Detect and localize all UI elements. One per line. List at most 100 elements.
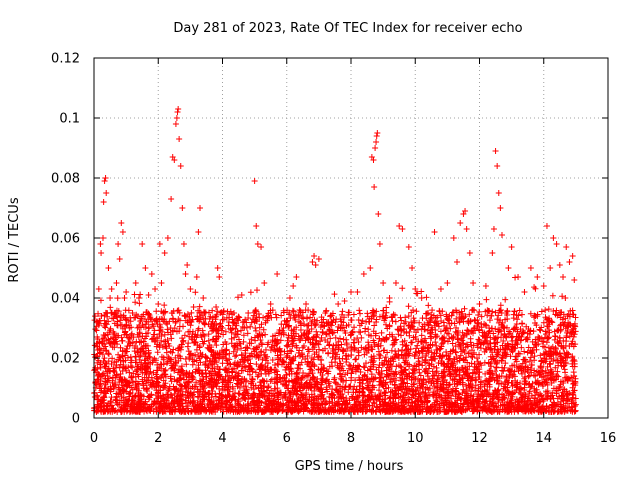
data-point	[326, 342, 333, 349]
data-point	[472, 382, 479, 389]
data-point	[482, 345, 489, 352]
data-point	[572, 407, 579, 414]
data-point	[471, 316, 478, 323]
data-point	[476, 374, 483, 381]
data-point	[360, 377, 367, 384]
data-point	[531, 284, 538, 291]
data-point	[546, 360, 553, 367]
data-point	[123, 381, 130, 388]
data-point	[137, 346, 144, 353]
data-point	[417, 394, 424, 401]
data-point	[260, 351, 267, 358]
data-point	[381, 389, 388, 396]
data-point	[371, 322, 378, 329]
data-point	[559, 293, 566, 300]
data-point	[285, 323, 292, 330]
data-point	[364, 367, 371, 374]
data-point	[456, 355, 463, 362]
data-point	[391, 312, 398, 319]
data-point	[164, 326, 171, 333]
data-point	[107, 325, 114, 332]
data-point	[572, 395, 579, 402]
data-point	[99, 335, 106, 342]
data-point	[196, 370, 203, 377]
data-point	[365, 326, 372, 333]
data-point	[492, 343, 499, 350]
data-point	[460, 386, 467, 393]
data-point	[318, 314, 325, 321]
data-point	[451, 375, 458, 382]
data-point	[128, 357, 135, 364]
data-point	[302, 373, 309, 380]
data-point	[114, 401, 121, 408]
data-point	[195, 394, 202, 401]
data-point	[123, 364, 130, 371]
data-point	[380, 307, 387, 314]
data-point	[432, 331, 439, 338]
data-point	[492, 309, 499, 316]
data-point	[553, 357, 560, 364]
data-point	[107, 327, 114, 334]
data-point	[428, 311, 435, 318]
data-point	[262, 319, 269, 326]
data-point	[318, 334, 325, 341]
data-point	[425, 302, 432, 309]
data-point	[319, 329, 326, 336]
data-point	[161, 302, 168, 309]
data-point	[92, 326, 99, 333]
data-point	[478, 313, 485, 320]
data-point	[331, 374, 338, 381]
data-point	[129, 386, 136, 393]
data-point	[491, 377, 498, 384]
data-point	[355, 349, 362, 356]
data-point	[445, 364, 452, 371]
data-point	[289, 307, 296, 314]
data-point	[170, 346, 177, 353]
points-layer	[91, 106, 579, 415]
data-point	[283, 371, 290, 378]
data-point	[532, 285, 539, 292]
data-point	[486, 317, 493, 324]
data-point	[297, 327, 304, 334]
data-point	[470, 351, 477, 358]
data-point	[536, 326, 543, 333]
data-point	[153, 308, 160, 315]
data-point	[295, 333, 302, 340]
data-point	[485, 360, 492, 367]
data-point	[554, 401, 561, 408]
data-point	[358, 334, 365, 341]
data-point	[295, 408, 302, 415]
data-point	[199, 327, 206, 334]
data-point	[437, 407, 444, 414]
data-point	[365, 339, 372, 346]
data-point	[406, 328, 413, 335]
data-point	[158, 332, 165, 339]
data-point	[314, 354, 321, 361]
data-point	[374, 404, 381, 411]
data-point	[529, 380, 536, 387]
data-point	[239, 363, 246, 370]
data-point	[351, 345, 358, 352]
data-point	[433, 369, 440, 376]
data-point	[398, 332, 405, 339]
data-point	[539, 338, 546, 345]
data-point	[460, 340, 467, 347]
data-point	[495, 312, 502, 319]
data-point	[419, 315, 426, 322]
data-point	[220, 331, 227, 338]
data-point	[125, 307, 132, 314]
data-point	[146, 324, 153, 331]
data-point	[494, 316, 501, 323]
data-point	[411, 326, 418, 333]
data-point	[468, 347, 475, 354]
data-point	[433, 364, 440, 371]
data-point	[465, 350, 472, 357]
data-point	[472, 387, 479, 394]
data-point	[376, 387, 383, 394]
data-point	[457, 400, 464, 407]
data-point	[165, 329, 172, 336]
data-point	[219, 360, 226, 367]
data-point	[332, 334, 339, 341]
data-point	[502, 296, 509, 303]
data-point	[398, 317, 405, 324]
